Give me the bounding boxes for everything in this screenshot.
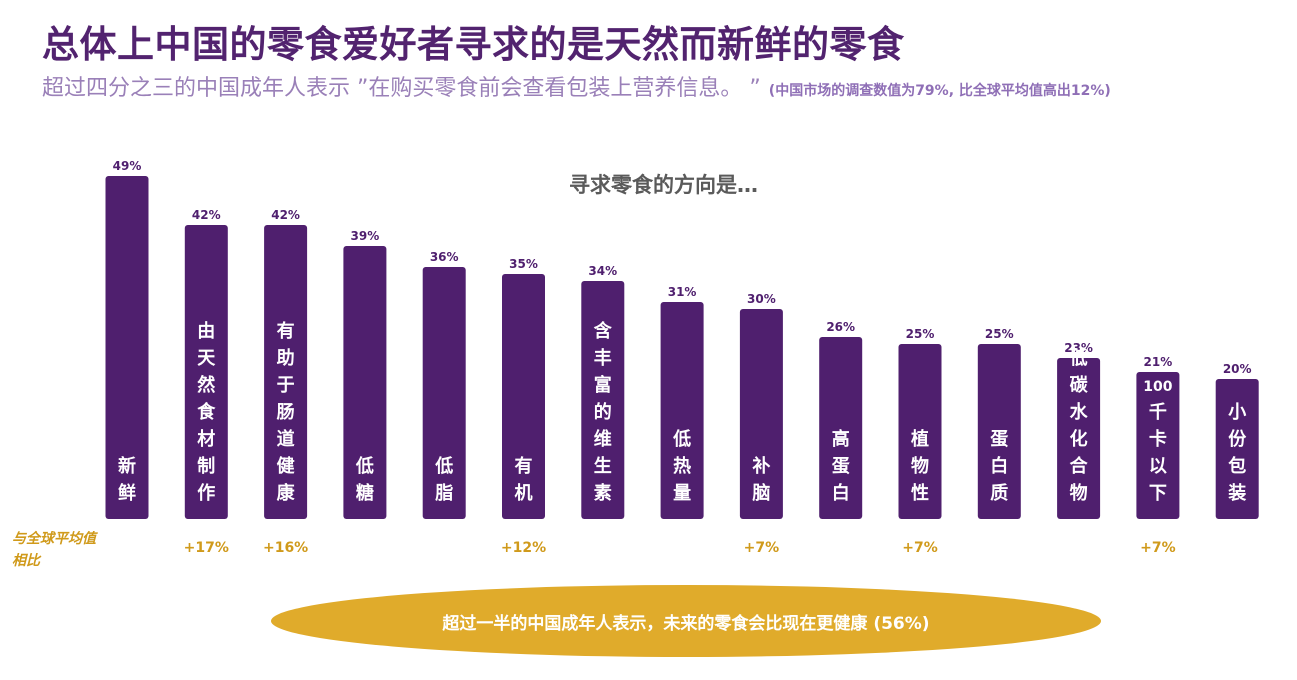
value-label: 25%	[906, 327, 935, 341]
chart-title: 寻求零食的方向是…	[569, 173, 758, 197]
summary-text: 超过一半的中国成年人表示，未来的零食会比现在更健康 (56%)	[442, 613, 930, 634]
comparison-label: +17%	[184, 540, 229, 556]
bar	[977, 344, 1021, 519]
bar	[1215, 379, 1259, 519]
category-label: 补脑	[751, 455, 770, 504]
bar	[343, 246, 387, 519]
category-label: 新鲜	[118, 455, 136, 504]
page-title: 总体上中国的零食爱好者寻求的是天然而新鲜的零食	[42, 23, 905, 66]
category-label: 有助于肠道健康	[277, 320, 296, 504]
category-label: 低热量	[672, 428, 691, 504]
subtitle: 超过四分之三的中国成年人表示 ”在购买零食前会查看包装上营养信息。 ” (中国市场…	[42, 70, 1111, 102]
category-label: 植物性	[911, 428, 929, 504]
category-label: 含丰富的维生素	[594, 320, 613, 504]
subtitle-text: 超过四分之三的中国成年人表示 ”在购买零食前会查看包装上营养信息。 ”	[42, 76, 761, 101]
value-label: 34%	[588, 264, 617, 278]
bar	[502, 274, 545, 519]
category-label: 有机	[515, 455, 533, 504]
subtitle-note: (中国市场的调查数值为79%, 比全球平均值高出12%)	[768, 83, 1111, 99]
bar	[819, 337, 863, 519]
category-label: 低糖	[355, 455, 374, 504]
value-label: 42%	[192, 208, 221, 222]
value-label: 21%	[1144, 355, 1173, 369]
comparison-label: +7%	[1140, 540, 1176, 556]
category-label: 100 千卡以下	[1143, 379, 1172, 504]
bar-chart: 49% 新鲜 42% 由天然食材制作 +17% 42% 有助于肠道健康 +16% 39% 低糖 36…	[105, 159, 1259, 556]
bar	[660, 302, 704, 519]
category-label: 小份包装	[1228, 402, 1247, 504]
value-label: 35%	[509, 257, 538, 271]
summary-ellipse: 超过一半的中国成年人表示，未来的零食会比现在更健康 (56%)	[271, 585, 1101, 657]
comparison-label: +7%	[744, 540, 780, 556]
value-label: 25%	[985, 327, 1014, 341]
bar	[898, 344, 942, 519]
value-label: 30%	[747, 292, 776, 306]
global-comparison-label: 与全球平均值相比	[12, 531, 96, 569]
comparison-label: +16%	[263, 540, 308, 556]
bar	[1057, 358, 1101, 519]
category-label: 低碳水化合物	[1069, 347, 1089, 504]
bar	[264, 225, 308, 519]
category-label: 低脂	[434, 455, 453, 504]
value-label: 20%	[1223, 362, 1252, 376]
value-label: 31%	[668, 285, 697, 299]
value-label: 39%	[351, 229, 380, 243]
bar	[739, 309, 783, 519]
comparison-label: +12%	[501, 540, 546, 556]
bar	[422, 267, 466, 519]
value-label: 49%	[113, 159, 142, 173]
category-label: 蛋白质	[990, 429, 1008, 504]
comparison-label: +7%	[902, 540, 938, 556]
bar	[105, 176, 149, 519]
value-label: 26%	[826, 320, 855, 334]
value-label: 23%	[1064, 341, 1093, 355]
value-label: 36%	[430, 250, 459, 264]
bar	[1136, 372, 1180, 519]
value-label: 42%	[271, 208, 300, 222]
category-label: 由天然食材制作	[196, 320, 216, 504]
category-label: 高蛋白	[832, 428, 850, 504]
bar	[581, 281, 625, 519]
bar	[184, 225, 228, 519]
